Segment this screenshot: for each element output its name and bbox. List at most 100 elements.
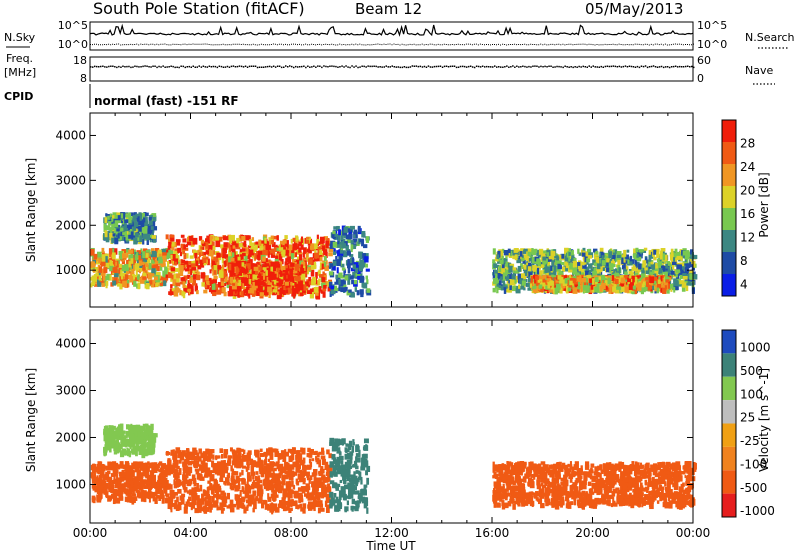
heatmap-cell (259, 240, 265, 247)
heatmap-cell (609, 251, 613, 258)
heatmap-cell (152, 492, 156, 499)
heatmap-cell (363, 244, 368, 249)
heatmap-cell (182, 238, 187, 243)
heatmap-cell (526, 271, 532, 278)
heatmap-cell (141, 492, 146, 498)
heatmap-cell (133, 221, 139, 227)
heatmap-cell (569, 263, 573, 270)
colorbar-tick-label: 24 (740, 160, 755, 174)
heatmap-cell (164, 266, 168, 273)
heatmap-cell (601, 282, 606, 290)
heatmap-cell (192, 237, 198, 245)
heatmap-cell (260, 271, 265, 276)
heatmap-cell (167, 245, 171, 252)
heatmap-cell (362, 253, 366, 259)
heatmap-cell (350, 267, 356, 272)
heatmap-cell (545, 266, 551, 273)
heatmap-cell (231, 285, 237, 290)
heatmap-cell (692, 274, 698, 280)
heatmap-cell (664, 285, 667, 290)
heatmap-cell (259, 452, 264, 458)
heatmap-cell (111, 248, 115, 255)
heatmap-cell (199, 259, 204, 264)
heatmap-cell (209, 238, 213, 242)
heatmap-cell (151, 262, 154, 267)
heatmap-cell (226, 267, 230, 271)
heatmap-cell (163, 487, 167, 494)
heatmap-cell (688, 278, 693, 282)
heatmap-cell (325, 260, 328, 265)
heatmap-cell (159, 276, 164, 281)
heatmap-cell (285, 268, 290, 272)
heatmap-cell (236, 288, 239, 295)
heatmap-cell (238, 279, 241, 287)
heatmap-cell (149, 238, 152, 243)
heatmap-cell (673, 278, 677, 283)
heatmap-cell (528, 258, 533, 262)
heatmap-cell (669, 266, 674, 273)
heatmap-cell (515, 287, 521, 294)
heatmap-cell (107, 470, 111, 475)
heatmap-cell (520, 263, 523, 269)
heatmap-cell (502, 282, 506, 288)
heatmap-cell (532, 268, 537, 272)
heatmap-cell (223, 260, 227, 268)
heatmap-cell (314, 252, 320, 259)
heatmap-cell (134, 254, 138, 262)
heatmap-cell (501, 275, 507, 281)
heatmap-cell (302, 252, 305, 258)
heatmap-cell (266, 480, 269, 485)
heatmap-cell (209, 249, 212, 256)
heatmap-cell (133, 237, 138, 245)
heatmap-cell (176, 496, 179, 503)
heatmap-cell (257, 278, 262, 286)
heatmap-cell (629, 280, 634, 287)
heatmap-cell (540, 264, 544, 269)
heatmap-cell (528, 262, 532, 268)
heatmap-cell (517, 265, 522, 272)
heatmap-cell (239, 263, 243, 269)
heatmap-cell (689, 258, 692, 264)
heatmap-cell (341, 243, 347, 249)
heatmap-cell (673, 287, 676, 293)
heatmap-cell (492, 248, 496, 255)
heatmap-cell (190, 284, 194, 290)
heatmap-cell (262, 256, 266, 262)
heatmap-cell (90, 261, 95, 268)
heatmap-cell (170, 449, 174, 456)
heatmap-cell (142, 233, 147, 240)
heatmap-cell (539, 286, 544, 293)
heatmap-cell (152, 260, 155, 264)
heatmap-cell (256, 254, 261, 259)
heatmap-cell (641, 274, 646, 278)
heatmap-cell (229, 272, 234, 277)
heatmap-cell (146, 228, 152, 235)
heatmap-cell (601, 255, 604, 260)
heatmap-cell (351, 258, 355, 265)
heatmap-cell (680, 256, 683, 262)
heatmap-cell (243, 274, 249, 280)
heatmap-cell (99, 491, 103, 499)
heatmap-cell (170, 267, 176, 272)
heatmap-cell (534, 283, 537, 289)
heatmap-cell (356, 264, 360, 272)
heatmap-cell (590, 266, 595, 272)
heatmap-cell (500, 285, 504, 291)
heatmap-cell (290, 262, 295, 267)
heatmap-cell (252, 479, 255, 484)
heatmap-cell (348, 289, 352, 293)
heatmap-cell (657, 279, 661, 284)
heatmap-cell (106, 280, 109, 286)
heatmap-cell (538, 276, 544, 280)
heatmap-cell (136, 250, 142, 255)
heatmap-cell (527, 287, 532, 291)
heatmap-cell (293, 243, 298, 250)
heatmap-cell (523, 249, 527, 254)
frequency-panel: Freq. [MHz] 18 8 60 0 Nave (4, 52, 775, 85)
heatmap-cell (653, 271, 659, 276)
heatmap-cell (323, 236, 329, 241)
heatmap-cell (176, 273, 181, 279)
heatmap-cell (542, 250, 547, 255)
heatmap-cell (246, 464, 250, 468)
heatmap-cell (209, 483, 213, 489)
